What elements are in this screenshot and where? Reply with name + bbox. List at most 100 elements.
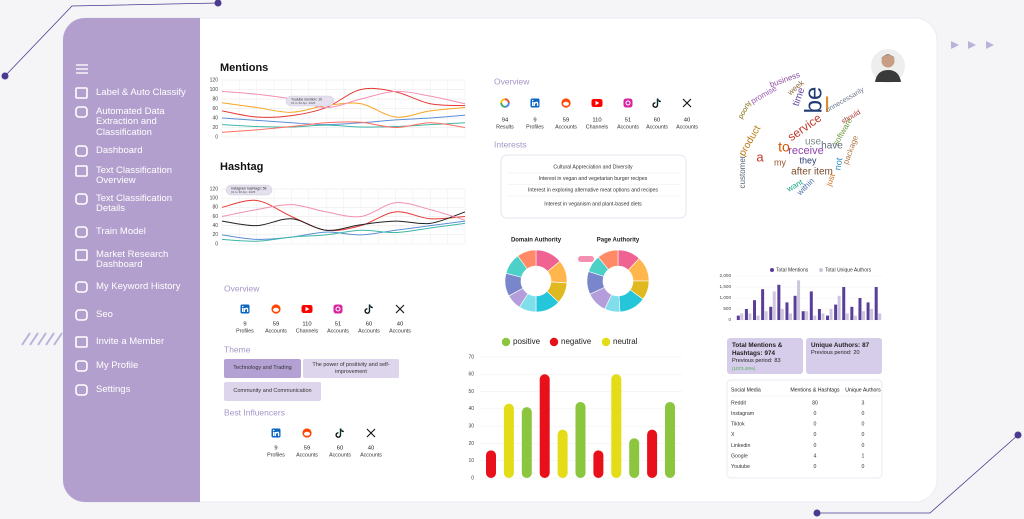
y-tick-label: 70 [468,354,474,360]
y-tick-label: 80 [212,205,218,211]
nav-item[interactable]: Market Research Dashboard [96,248,169,270]
nav-icon[interactable] [75,309,88,321]
nav-icon[interactable] [75,336,88,348]
cloud-word: my [774,157,786,167]
donut-segment [517,249,537,270]
icon-part [500,98,510,108]
stat-label: Profiles [267,452,285,458]
bar [756,315,760,320]
nav-icon[interactable] [75,226,88,238]
bar [866,302,870,320]
legend-label: negative [561,337,592,346]
nav-icon[interactable] [75,384,88,396]
donut-title: Domain Authority [511,238,562,244]
bar [748,313,752,320]
stat-value: 110 [302,322,311,328]
cloud-word: receive [788,145,823,157]
line-series [221,122,466,128]
nav-item[interactable]: Label & Auto Classify [96,86,186,98]
menu-icon[interactable] [76,64,88,74]
nav-item[interactable]: Train Model [96,225,146,237]
bar [805,311,809,320]
table-cell: Google [731,453,748,459]
bar [780,309,784,320]
y-tick-label: 40 [212,115,218,121]
y-tick-label: 20 [212,232,218,238]
stat-value: 40 [368,446,374,452]
nav-item[interactable]: Dashboard [96,144,143,156]
bar [870,309,874,320]
stat-value: 60 [654,118,660,124]
bar [503,403,514,478]
cloud-word: use [805,137,822,148]
nav-item[interactable]: Text Classification Details [96,192,173,214]
table-cell: Youtube [731,464,750,470]
nav-item[interactable]: My Keyword History [96,280,181,292]
stat-value: 60 [337,446,343,452]
nav-item[interactable]: Settings [96,383,131,395]
nav-item[interactable]: Invite a Member [96,335,165,347]
bar [842,287,846,320]
deco-dashes [21,332,63,346]
stat-value: 40 [684,118,690,124]
sidebar [63,18,200,502]
y-tick-label: 2,000 [720,273,732,278]
nav-icon[interactable] [75,165,88,177]
bar [821,313,825,320]
bar [853,315,857,320]
y-tick-label: 1,000 [720,295,732,300]
nav-icon[interactable] [75,106,88,118]
deco-arrows [951,41,994,49]
nav-item[interactable]: Automated Data Extraction and Classifica… [96,105,165,138]
chart-title: Hashtag [220,161,263,173]
stat-label: Profiles [236,328,254,334]
line-series [221,199,466,232]
icon-part [273,307,279,312]
line-series [221,202,466,221]
table-cell: 0 [862,432,865,438]
social-icon-reddit [302,428,312,438]
social-icon-tiktok [364,304,373,314]
stat-label: Accounts [296,452,318,458]
stat-label: Accounts [265,328,287,334]
y-tick-label: 20 [212,125,218,131]
table-cell: 0 [814,443,817,449]
table-cell: X [731,432,735,438]
donut-title: Page Authority [597,238,640,244]
table-cell: Tiktok [731,422,745,428]
nav-icon[interactable] [75,360,88,372]
nav-icon[interactable] [75,145,88,157]
bar [777,284,781,320]
bar [874,287,878,320]
social-icon-instagram [623,98,633,108]
icon-part [533,101,539,106]
social-icon-linkedin [530,98,540,108]
table-cell: 0 [862,464,865,470]
nav-icon[interactable] [75,87,88,99]
nav-icon[interactable] [75,193,88,205]
deco-dot [813,509,821,517]
stat-label: Results [496,124,514,130]
nav-item[interactable]: Text Classification Overview [96,164,173,186]
bar [557,429,568,478]
section-title: Interests [494,139,527,149]
y-tick-label: 50 [468,389,474,395]
legend-swatch [770,268,774,272]
social-icon-linkedin [271,428,281,438]
stat-label: Accounts [360,452,382,458]
deco-arrow [951,41,959,49]
section-title: Theme [224,344,251,354]
nav-item[interactable]: My Profile [96,359,139,371]
table-header: Unique Authors [845,387,881,393]
nav-item[interactable]: Seo [96,308,113,320]
donut-tag [578,256,594,262]
social-icon-x [395,304,405,314]
stat-value: 110 [592,118,601,124]
icon-part [500,98,510,108]
stat-value: 40 [397,322,403,328]
nav-icon[interactable] [75,249,88,261]
icon-part [272,429,275,432]
tooltip-date: 01 to 30 Apr, 2025 [291,101,316,105]
nav-icon[interactable] [75,281,88,293]
